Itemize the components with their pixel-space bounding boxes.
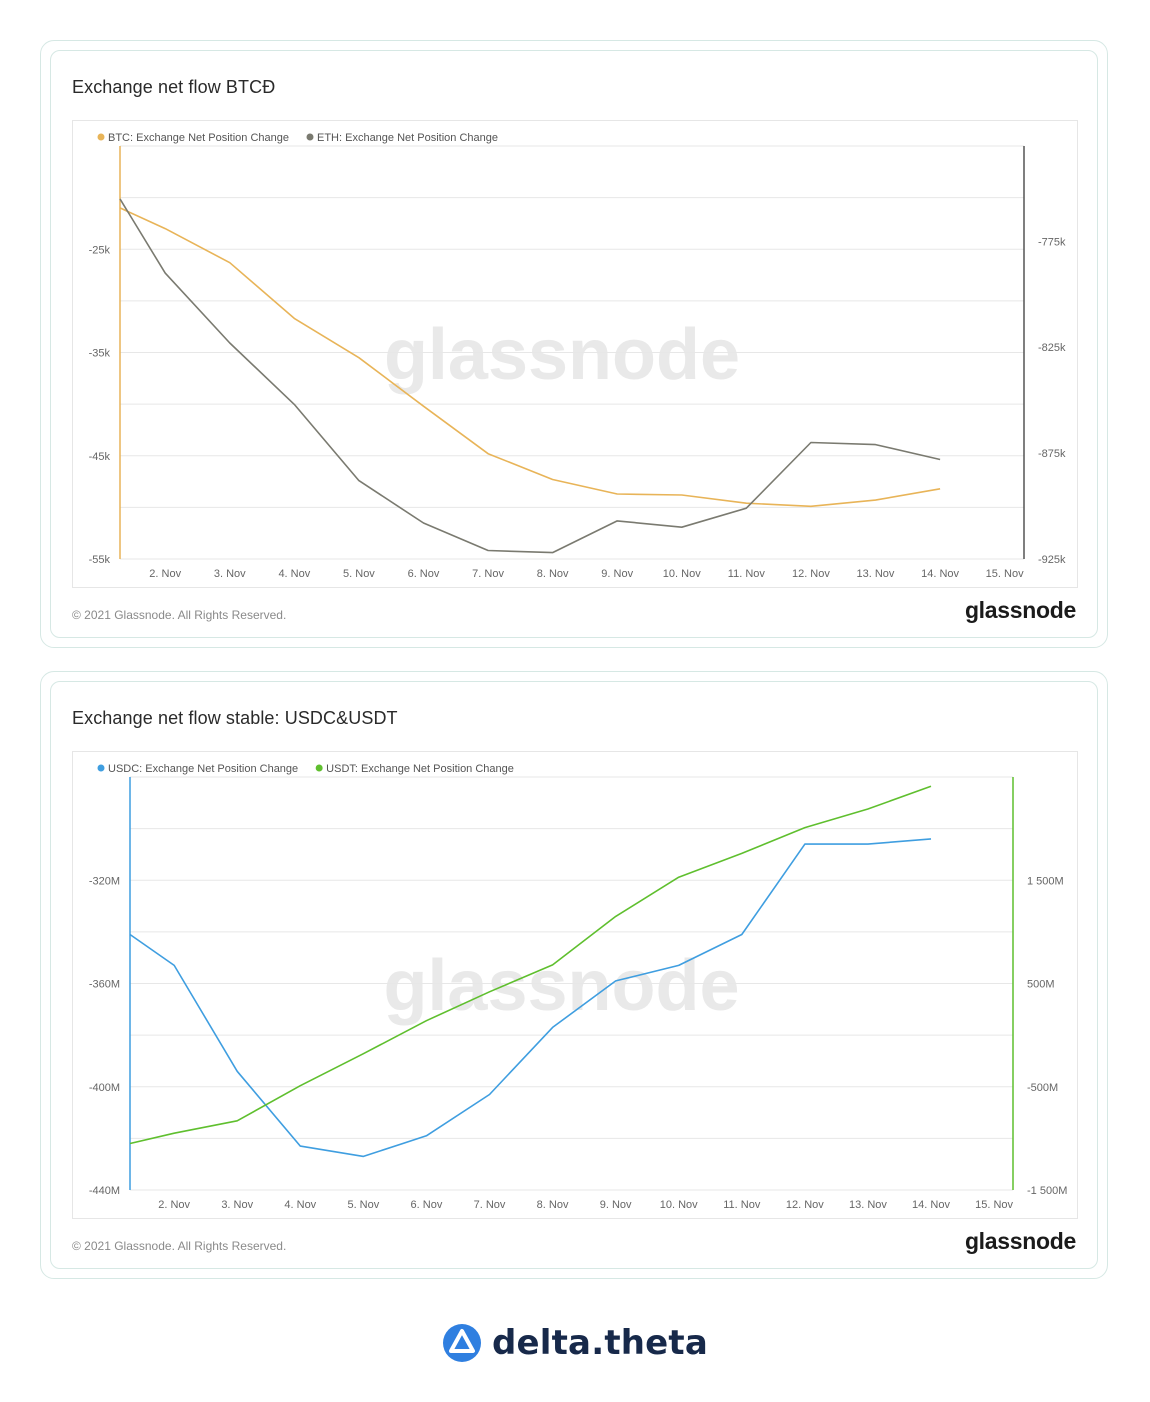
- copyright-text: © 2021 Glassnode. All Rights Reserved.: [72, 608, 287, 622]
- x-tick-label: 5. Nov: [343, 568, 375, 580]
- series-line: [129, 785, 932, 1145]
- legend-label: USDC: Exchange Net Position Change: [108, 763, 298, 775]
- y-left-tick-label: -400M: [89, 1082, 120, 1094]
- y-left-tick-label: -440M: [89, 1185, 120, 1197]
- y-right-tick-label: -825k: [1038, 342, 1066, 354]
- x-tick-label: 8. Nov: [537, 1199, 569, 1211]
- legend-marker: [306, 133, 314, 141]
- footer-brand-name: delta.theta: [491, 1323, 709, 1363]
- plot-area: glassnode -25k -35k -45k -55k -775k -825k -875k…: [72, 120, 1078, 588]
- legend-marker: [315, 764, 323, 772]
- chart-svg: glassnode -25k -35k -45k -55k -775k -825k -875k…: [89, 132, 1066, 580]
- x-tick-label: 7. Nov: [474, 1199, 506, 1211]
- x-tick-label: 3. Nov: [221, 1199, 253, 1211]
- x-tick-label: 9. Nov: [600, 1199, 632, 1211]
- chart-title: Exchange net flow stable: USDC&USDT: [72, 708, 398, 728]
- x-tick-label: 15. Nov: [975, 1199, 1013, 1211]
- x-tick-label: 6. Nov: [408, 568, 440, 580]
- y-left-tick-label: -25k: [89, 244, 111, 256]
- delta-theta-icon: [442, 1324, 481, 1362]
- x-tick-label: 12. Nov: [786, 1199, 824, 1211]
- chart-card-usdc-usdt: Exchange net flow stable: USDC&USDT glas…: [40, 671, 1108, 1279]
- x-tick-label: 11. Nov: [723, 1199, 761, 1211]
- x-tick-label: 10. Nov: [660, 1199, 698, 1211]
- x-tick-label: 10. Nov: [663, 568, 701, 580]
- plot-area: glassnode -320M -360M -400M -440M 1 500M 500M -…: [72, 751, 1078, 1219]
- x-tick-label: 2. Nov: [149, 568, 181, 580]
- y-right-tick-label: -500M: [1027, 1082, 1058, 1094]
- y-left-tick-label: -360M: [89, 979, 120, 991]
- y-right-tick-label: 1 500M: [1027, 875, 1064, 887]
- chart-card-btc-eth: Exchange net flow BTCĐ glassnode -25k -35k…: [40, 40, 1108, 648]
- y-left-tick-label: -45k: [89, 451, 111, 463]
- watermark: glassnode: [384, 315, 740, 395]
- copyright-text: © 2021 Glassnode. All Rights Reserved.: [72, 1239, 287, 1253]
- series-line: [119, 198, 941, 554]
- x-tick-label: 4. Nov: [284, 1199, 316, 1211]
- y-right-tick-label: -925k: [1038, 554, 1066, 566]
- x-tick-label: 15. Nov: [986, 568, 1024, 580]
- y-right-tick-label: 500M: [1027, 979, 1055, 991]
- x-tick-label: 13. Nov: [849, 1199, 887, 1211]
- x-tick-label: 7. Nov: [472, 568, 504, 580]
- legend-label: BTC: Exchange Net Position Change: [108, 132, 289, 144]
- y-left-tick-label: -55k: [89, 554, 111, 566]
- x-tick-label: 9. Nov: [601, 568, 633, 580]
- legend-label: ETH: Exchange Net Position Change: [317, 132, 498, 144]
- chart-title: Exchange net flow BTCĐ: [72, 77, 276, 97]
- y-right-tick-label: -875k: [1038, 448, 1066, 460]
- y-left-tick-label: -35k: [89, 348, 111, 360]
- legend-marker: [97, 133, 105, 141]
- y-right-tick-label: -1 500M: [1027, 1185, 1067, 1197]
- x-tick-label: 8. Nov: [537, 568, 569, 580]
- chart-card-inner: Exchange net flow BTCĐ glassnode -25k -35k…: [50, 50, 1098, 638]
- x-tick-label: 13. Nov: [857, 568, 895, 580]
- glassnode-logo: glassnode: [964, 597, 1076, 623]
- x-tick-label: 14. Nov: [912, 1199, 950, 1211]
- x-tick-label: 2. Nov: [158, 1199, 190, 1211]
- legend-label: USDT: Exchange Net Position Change: [326, 763, 514, 775]
- x-tick-label: 12. Nov: [792, 568, 830, 580]
- y-left-tick-label: -320M: [89, 875, 120, 887]
- legend-marker: [97, 764, 105, 772]
- x-tick-label: 14. Nov: [921, 568, 959, 580]
- x-tick-label: 6. Nov: [411, 1199, 443, 1211]
- footer-logo: delta.theta: [0, 1318, 1150, 1368]
- series-line: [119, 207, 941, 508]
- chart-card-inner: Exchange net flow stable: USDC&USDT glas…: [50, 681, 1098, 1269]
- x-tick-label: 3. Nov: [214, 568, 246, 580]
- x-tick-label: 11. Nov: [728, 568, 766, 580]
- x-tick-label: 5. Nov: [347, 1199, 379, 1211]
- series-line: [129, 838, 932, 1158]
- glassnode-logo: glassnode: [964, 1228, 1076, 1254]
- x-tick-label: 4. Nov: [278, 568, 310, 580]
- y-right-tick-label: -775k: [1038, 236, 1066, 248]
